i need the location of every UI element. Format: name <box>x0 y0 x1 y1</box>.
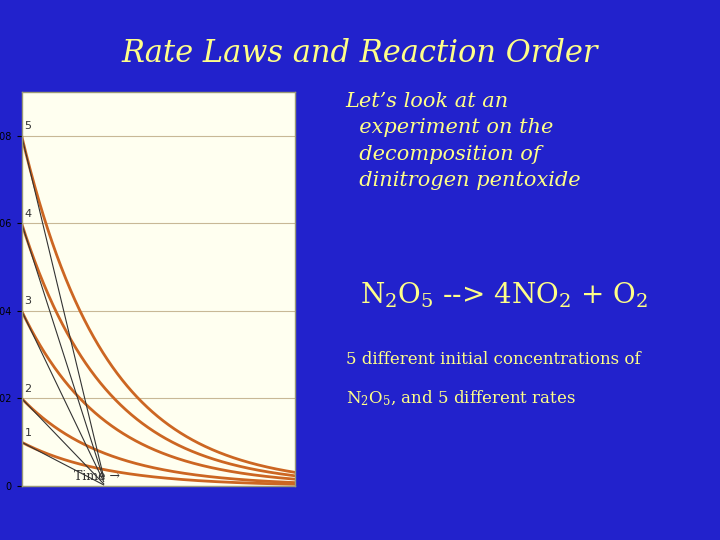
Text: Let’s look at an
  experiment on the
  decomposition of
  dinitrogen pentoxide: Let’s look at an experiment on the decom… <box>346 92 580 190</box>
Text: $\mathregular{N_2O_5}$ --> $\mathregular{4NO_2}$ + $\mathregular{O_2}$: $\mathregular{N_2O_5}$ --> $\mathregular… <box>360 281 648 310</box>
Text: 2: 2 <box>24 384 32 394</box>
Text: Time →: Time → <box>74 470 120 483</box>
Text: 4: 4 <box>24 209 32 219</box>
Text: 1: 1 <box>24 428 32 438</box>
Text: Rate Laws and Reaction Order: Rate Laws and Reaction Order <box>122 38 598 69</box>
Text: 3: 3 <box>24 296 32 306</box>
Text: 5 different initial concentrations of: 5 different initial concentrations of <box>346 351 640 368</box>
Text: $\mathregular{N_2O_5}$, and 5 different rates: $\mathregular{N_2O_5}$, and 5 different … <box>346 389 575 408</box>
Text: 5: 5 <box>24 121 32 131</box>
